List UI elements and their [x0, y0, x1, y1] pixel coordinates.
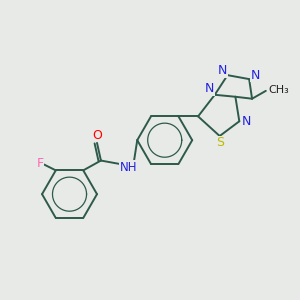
Text: F: F	[37, 157, 44, 170]
Text: CH₃: CH₃	[269, 85, 290, 95]
Text: O: O	[92, 128, 102, 142]
Text: N: N	[242, 115, 251, 128]
Text: S: S	[216, 136, 224, 149]
Text: N: N	[205, 82, 214, 95]
Text: NH: NH	[120, 161, 137, 174]
Text: N: N	[250, 69, 260, 82]
Text: N: N	[218, 64, 227, 77]
